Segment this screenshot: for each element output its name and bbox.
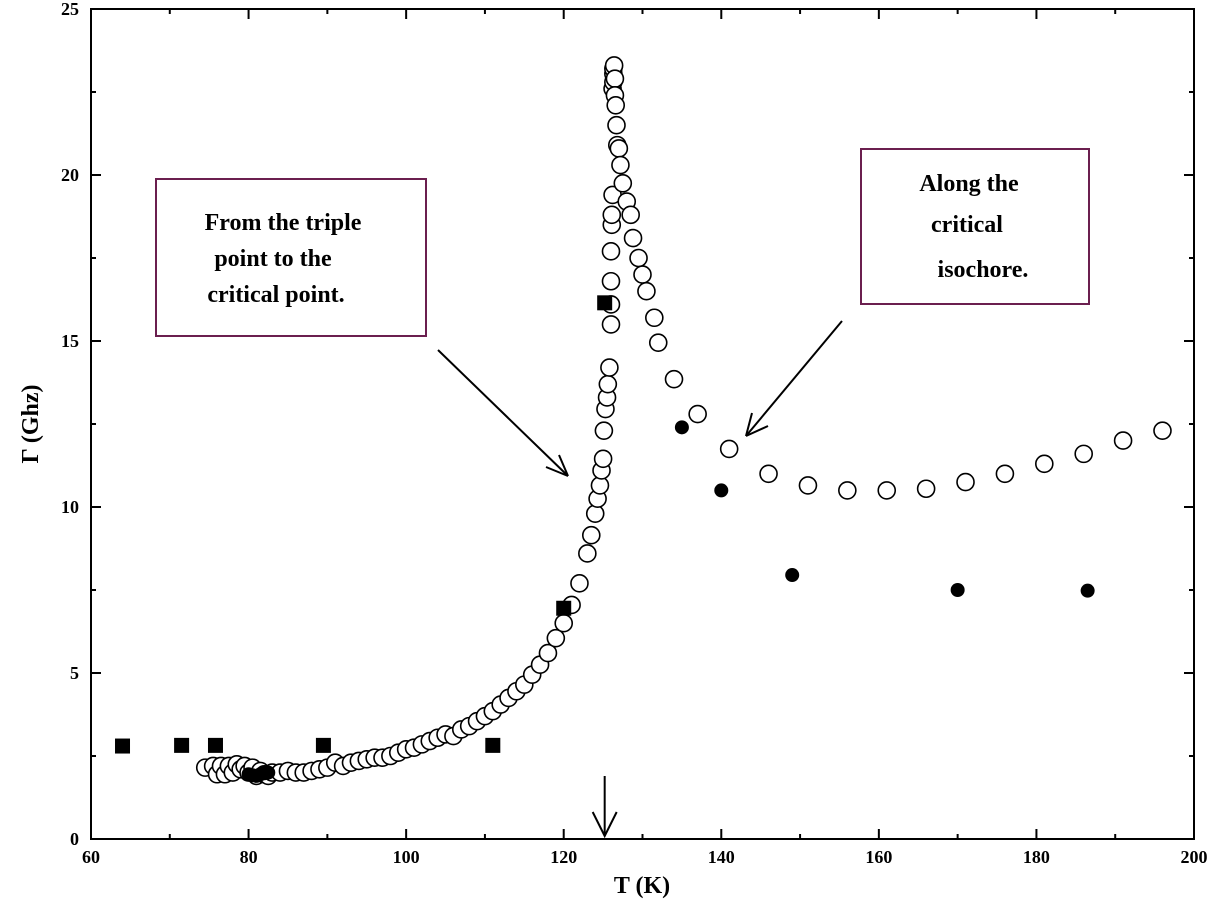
data-point (600, 358, 619, 377)
data-point (546, 628, 566, 648)
y-tick-label: 25 (61, 0, 79, 19)
data-point (115, 738, 131, 754)
data-point (838, 481, 857, 500)
data-point (606, 95, 626, 115)
data-point (611, 155, 630, 175)
data-point (645, 308, 664, 328)
data-point (315, 737, 331, 753)
annotation-line: critical (931, 212, 1003, 238)
data-point (1153, 421, 1172, 440)
data-point (629, 248, 648, 268)
annotation-line: point to the (214, 246, 332, 272)
tc-arrowhead (591, 811, 618, 839)
annotation-arrowhead (745, 412, 769, 437)
data-point (556, 600, 572, 616)
annotation-arrow-shaft (437, 349, 569, 477)
x-tick-label: 200 (1181, 847, 1208, 867)
x-tick-label: 60 (82, 847, 100, 867)
data-point (570, 574, 589, 593)
data-point (602, 205, 622, 225)
data-point (623, 228, 643, 248)
data-point (607, 115, 626, 135)
data-point (688, 404, 707, 424)
data-point (601, 242, 621, 261)
annotation-triple-to-critical: From the triple point to the critical po… (155, 178, 427, 337)
data-point (598, 374, 618, 394)
x-tick-label: 100 (393, 847, 420, 867)
data-point (554, 613, 574, 633)
data-point (609, 139, 629, 158)
data-point (621, 205, 640, 225)
x-tick-label: 80 (240, 847, 258, 867)
x-tick-label: 140 (708, 847, 735, 867)
data-point (593, 449, 613, 469)
data-point (950, 583, 965, 597)
data-point (1113, 431, 1133, 450)
data-point (1080, 583, 1095, 598)
data-point (594, 421, 614, 440)
series-open-circle (195, 56, 1172, 786)
series-filled-circle (241, 420, 1095, 783)
data-point (877, 481, 897, 500)
data-point (648, 333, 668, 352)
data-point (714, 483, 729, 498)
annotation-box (155, 178, 427, 337)
annotation-arrow-shaft (745, 320, 843, 437)
data-point (956, 472, 975, 492)
y-axis-label: Γ (Ghz) (18, 384, 44, 463)
annotation-arrowhead (545, 454, 569, 477)
x-tick-label: 120 (550, 847, 577, 867)
y-tick-label: 15 (61, 331, 79, 351)
annotation-line: critical point. (207, 282, 344, 308)
x-tick-label: 160 (865, 847, 892, 867)
data-point (637, 281, 656, 301)
y-axis-ticks: 0 5 10 15 20 25 (61, 0, 1194, 849)
y-tick-label: 10 (61, 497, 79, 517)
data-point (613, 174, 633, 193)
data-point (995, 464, 1015, 484)
data-point (597, 295, 613, 311)
data-point (664, 369, 684, 389)
data-point (538, 643, 558, 663)
data-point (916, 479, 936, 499)
data-point (601, 315, 621, 334)
y-tick-label: 0 (70, 829, 79, 849)
critical-temperature-arrow (591, 776, 618, 839)
data-point (674, 420, 689, 435)
svg-text:Along the critical: Along the critical isochore. (919, 171, 1028, 283)
data-point (719, 439, 739, 459)
data-point (1074, 444, 1093, 464)
data-point (485, 737, 501, 753)
annotation-line: From the triple (205, 210, 362, 236)
annotation-critical-isochore: Along the critical isochore. (860, 148, 1090, 305)
data-point (261, 765, 276, 780)
data-point (207, 737, 223, 753)
data-point (174, 737, 190, 753)
data-point (1035, 454, 1054, 474)
annotation-line: Along the (919, 171, 1019, 197)
series-filled-square (115, 295, 613, 754)
annotation-line: isochore. (938, 257, 1029, 283)
svg-text:From the triple point to: From the triple point to the critical po… (205, 210, 368, 308)
data-point (605, 69, 625, 89)
data-point (601, 271, 621, 291)
data-point (633, 265, 652, 284)
data-point (785, 568, 800, 583)
y-tick-label: 5 (70, 663, 79, 683)
x-tick-label: 180 (1023, 847, 1050, 867)
data-point (578, 544, 597, 563)
x-axis-label: T (K) (614, 873, 670, 899)
y-tick-label: 20 (61, 165, 79, 185)
data-point (581, 525, 601, 545)
plot-frame (90, 8, 1195, 840)
data-point (798, 476, 818, 495)
data-series (115, 56, 1172, 786)
data-point (759, 464, 778, 484)
x-axis-ticks: 60 80 100 120 140 160 180 200 (82, 9, 1208, 867)
annotation-box (860, 148, 1090, 305)
